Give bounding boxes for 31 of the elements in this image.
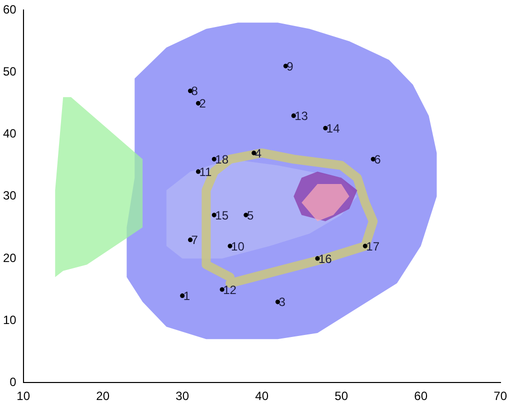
y-tick-label: 20	[2, 250, 17, 265]
y-tick-label: 60	[2, 2, 17, 17]
annotation: 14	[326, 121, 340, 136]
x-tick-label: 40	[255, 389, 269, 404]
x-tick-label: 10	[16, 389, 30, 404]
annotation: 6	[374, 152, 382, 166]
annotation: 11	[199, 164, 212, 179]
y-tick-label: 10	[2, 312, 17, 327]
annotation: 8	[191, 84, 198, 98]
x-tick-label: 20	[96, 389, 110, 404]
y-tick-label: 50	[2, 64, 17, 79]
x-tick-label: 60	[414, 389, 428, 404]
annotation: 10	[231, 239, 245, 254]
annotation: 4	[254, 146, 262, 160]
x-tick-label: 30	[176, 389, 190, 404]
annotation: 7	[191, 233, 198, 248]
annotation: 17	[366, 239, 380, 254]
annotation: 13	[294, 109, 308, 124]
y-tick-label: 40	[2, 126, 17, 141]
annotation: 16	[318, 252, 332, 266]
annotation: 9	[286, 59, 294, 74]
annotation: 2	[199, 96, 206, 111]
annotation: 5	[246, 208, 254, 222]
x-tick-label: 70	[494, 389, 508, 404]
y-tick-label: 0	[10, 374, 17, 389]
annotation: 1	[183, 289, 190, 304]
annotation: 15	[215, 208, 229, 222]
x-tick-label: 50	[334, 389, 348, 404]
y-tick-label: 30	[2, 188, 17, 203]
annotation: 12	[223, 282, 237, 297]
annotation: 3	[278, 295, 286, 310]
